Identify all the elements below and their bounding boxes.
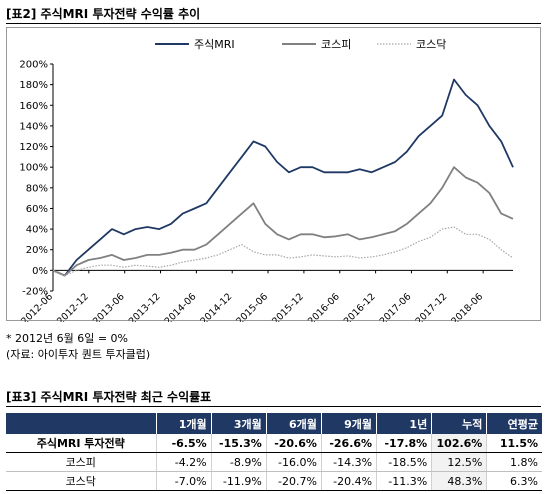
table-cell: -14.3% xyxy=(320,452,377,472)
x-tick-label: 2013-12 xyxy=(127,291,163,322)
table-row-strategy: 주식MRI 투자전략 -6.5% -15.3% -20.6% -26.6% -1… xyxy=(6,434,542,453)
y-tick-label: 200% xyxy=(19,60,48,71)
y-tick-label: 20% xyxy=(26,245,48,256)
x-tick-label: 2016-12 xyxy=(342,291,378,322)
y-tick-label: 180% xyxy=(19,80,48,91)
table-cell: -7.0% xyxy=(155,471,212,491)
chart-legend: 주식MRI 코스피 코스닥 xyxy=(155,38,446,51)
y-tick-label: 40% xyxy=(26,225,48,236)
x-tick-label: 2015-12 xyxy=(270,291,306,322)
legend-label: 코스닥 xyxy=(416,38,446,51)
table-header-cell: 1년 xyxy=(376,413,432,434)
table-cell: -8.9% xyxy=(210,452,267,472)
x-tick-label: 2014-12 xyxy=(198,291,234,322)
legend-label: 코스피 xyxy=(321,38,351,51)
plot-series xyxy=(52,78,514,277)
table-cell: -18.5% xyxy=(376,452,432,472)
row-label: 코스피 xyxy=(6,452,156,472)
y-tick-label: 120% xyxy=(19,142,48,153)
series-line xyxy=(52,166,514,277)
table-header-cell: 1개월 xyxy=(155,413,212,434)
x-tick-label: 2014-06 xyxy=(163,291,199,322)
return-trend-chart: 주식MRI 코스피 코스닥 200% 180% 160% 140% 120% 100% 80% 6… xyxy=(6,27,541,322)
source-note: (자료: 아이투자 퀀트 투자클럽) xyxy=(6,348,151,361)
table-header-cell: 연평균 xyxy=(486,413,542,434)
table-cell: 48.3% xyxy=(431,471,487,491)
table-cell: 1.8% xyxy=(486,452,542,472)
x-tick-label: 2017-06 xyxy=(378,291,414,322)
table-header-cell: 9개월 xyxy=(320,413,377,434)
y-tick-label: 140% xyxy=(19,121,48,132)
table-row-kospi: 코스피 -4.2% -8.9% -16.0% -14.3% -18.5% 12.… xyxy=(6,452,542,472)
table-cell: 12.5% xyxy=(431,452,487,472)
table-cell: -20.4% xyxy=(320,471,377,491)
x-tick-label: 2015-06 xyxy=(234,291,270,322)
table-header-row: 1개월 3개월 6개월 9개월 1년 누적 연평균 xyxy=(6,413,542,434)
y-tick-label: 80% xyxy=(26,183,48,194)
y-tick-label: 100% xyxy=(19,163,48,174)
table-cell: 11.5% xyxy=(486,434,542,453)
returns-table: 1개월 3개월 6개월 9개월 1년 누적 연평균 주식MRI 투자전략 -6.… xyxy=(6,413,542,491)
y-tick-label: 60% xyxy=(26,204,48,215)
table-cell: -20.6% xyxy=(265,434,322,453)
table-header-cell: 3개월 xyxy=(210,413,267,434)
chart-canvas: 주식MRI 코스피 코스닥 200% 180% 160% 140% 120% 100% 80% 6… xyxy=(19,38,514,322)
x-tick-label: 2013-06 xyxy=(91,291,127,322)
y-axis: 200% 180% 160% 140% 120% 100% 80% 60% 40% 20% 0% -2… xyxy=(19,60,54,298)
table-cell: 102.6% xyxy=(431,434,487,453)
table-cell: -16.0% xyxy=(265,452,322,472)
table-header-cell: 6개월 xyxy=(265,413,322,434)
table-header-cell: 누적 xyxy=(431,413,487,434)
table-cell: -4.2% xyxy=(155,452,212,472)
table-cell: 6.3% xyxy=(486,471,542,491)
title-rule-top xyxy=(6,23,541,24)
figure-3-title: [표3] 주식MRI 투자전략 최근 수익률표 xyxy=(6,390,212,404)
x-tick-label: 2018-06 xyxy=(449,291,485,322)
y-tick-label: 160% xyxy=(19,101,48,112)
legend-label: 주식MRI xyxy=(194,38,235,51)
x-tick-label: 2016-06 xyxy=(306,291,342,322)
row-label: 코스닥 xyxy=(6,471,156,491)
table-cell: -26.6% xyxy=(320,434,377,453)
table-cell: -11.9% xyxy=(210,471,267,491)
x-axis: 2012-06 2012-12 2013-06 2013-12 2014-06 2014-… xyxy=(19,269,513,322)
table-row-kosdaq: 코스닥 -7.0% -11.9% -20.7% -20.4% -11.3% 48… xyxy=(6,471,542,491)
base-date-note: * 2012년 6월 6일 = 0% xyxy=(6,332,129,345)
table-cell: -17.8% xyxy=(376,434,432,453)
table-cell: -11.3% xyxy=(376,471,432,491)
row-label: 주식MRI 투자전략 xyxy=(6,434,156,453)
series-line xyxy=(52,78,514,277)
table-cell: -6.5% xyxy=(155,434,212,453)
figure-2-title: [표2] 주식MRI 투자전략 수익률 추이 xyxy=(6,7,201,21)
x-tick-label: 2012-12 xyxy=(55,291,91,322)
table-cell: -20.7% xyxy=(265,471,322,491)
y-tick-label: 0% xyxy=(32,266,48,277)
table-header-cell xyxy=(6,413,156,434)
x-tick-label: 2017-12 xyxy=(414,291,450,322)
table-cell: -15.3% xyxy=(210,434,267,453)
title-rule-bottom xyxy=(6,406,541,407)
y-tick-label: -20% xyxy=(22,287,48,298)
